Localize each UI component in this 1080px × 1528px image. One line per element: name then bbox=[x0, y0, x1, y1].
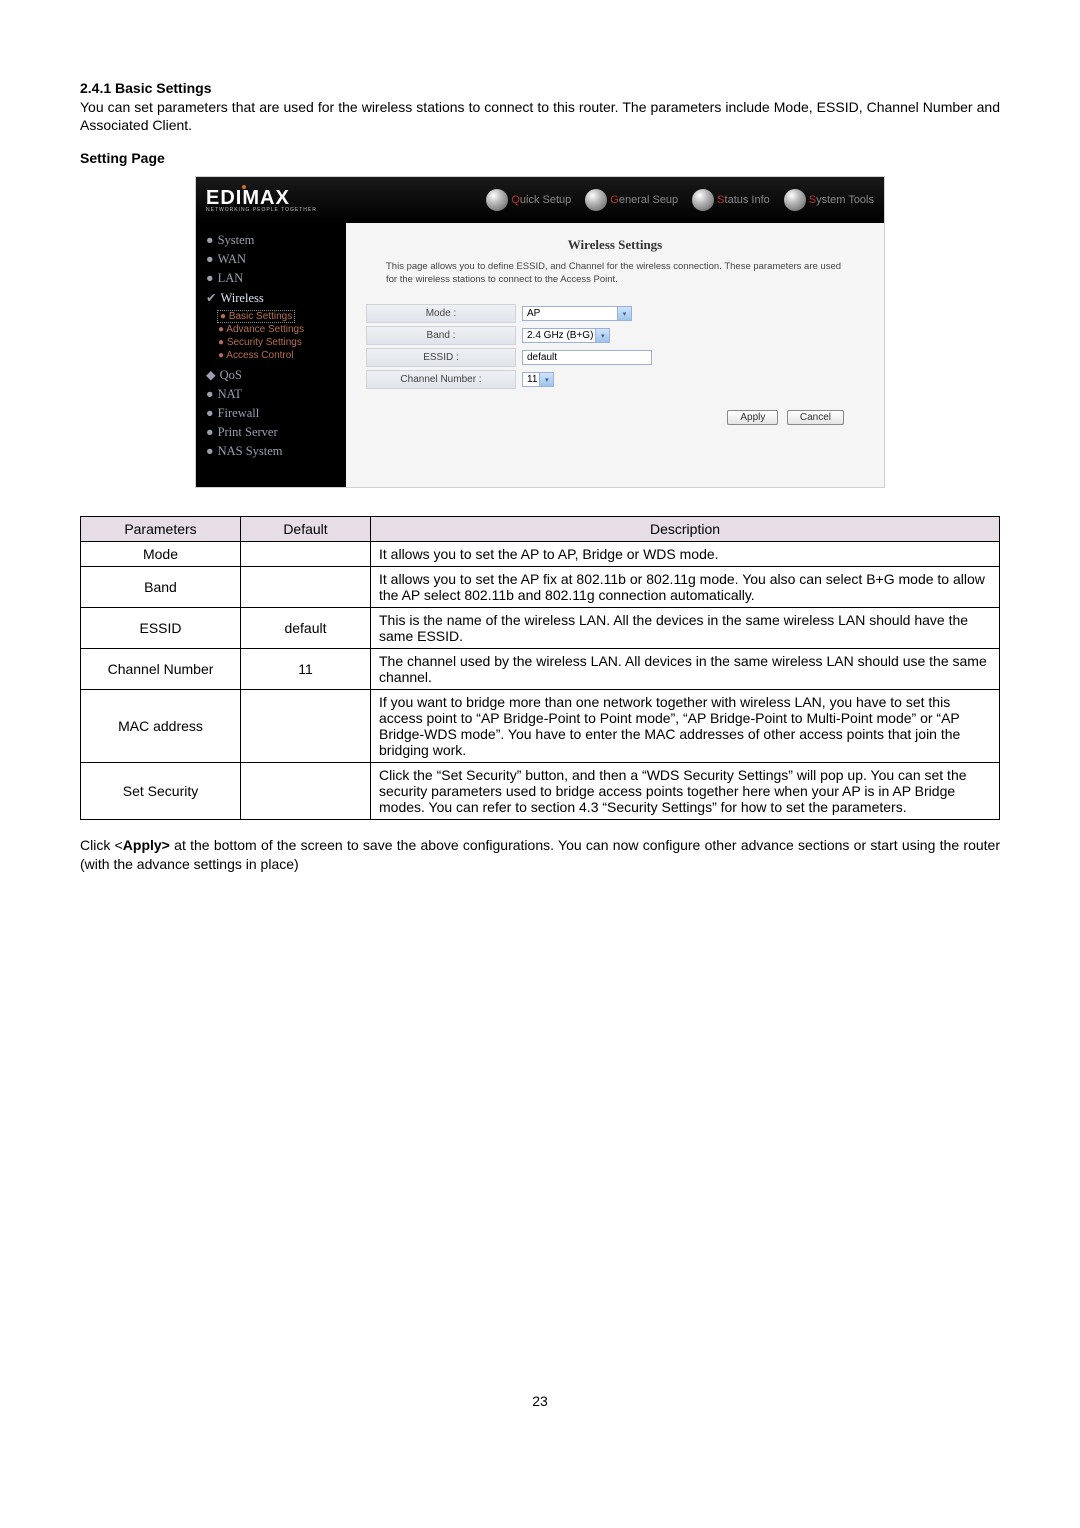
sidebar-item-wireless[interactable]: ✔Wireless bbox=[206, 290, 336, 306]
table-row: ESSIDdefaultThis is the name of the wire… bbox=[81, 608, 1000, 649]
panel-description: This page allows you to define ESSID, an… bbox=[386, 261, 844, 286]
sidebar-sub-security[interactable]: ● Security Settings bbox=[218, 337, 336, 348]
col-default: Default bbox=[241, 517, 371, 542]
channel-label: Channel Number : bbox=[366, 370, 516, 389]
globe-icon bbox=[692, 189, 714, 211]
parameters-table: Parameters Default Description ModeIt al… bbox=[80, 516, 1000, 820]
col-description: Description bbox=[371, 517, 1000, 542]
sidebar-item-nas[interactable]: ●NAS System bbox=[206, 444, 336, 459]
chevron-down-icon: ▾ bbox=[595, 329, 609, 342]
table-row: Set SecurityClick the “Set Security” but… bbox=[81, 763, 1000, 820]
mode-label: Mode : bbox=[366, 304, 516, 323]
panel-title: Wireless Settings bbox=[366, 237, 864, 253]
cancel-button[interactable]: Cancel bbox=[787, 410, 844, 425]
band-label: Band : bbox=[366, 326, 516, 345]
sidebar-item-print[interactable]: ●Print Server bbox=[206, 425, 336, 440]
chevron-down-icon: ▾ bbox=[617, 307, 631, 320]
chevron-down-icon: ▾ bbox=[539, 373, 553, 386]
table-row: BandIt allows you to set the AP fix at 8… bbox=[81, 567, 1000, 608]
sidebar-item-system[interactable]: ●System bbox=[206, 233, 336, 248]
setting-page-label: Setting Page bbox=[80, 150, 1000, 166]
table-row: MAC addressIf you want to bridge more th… bbox=[81, 690, 1000, 763]
essid-label: ESSID : bbox=[366, 348, 516, 367]
globe-icon bbox=[486, 189, 508, 211]
apply-button[interactable]: Apply bbox=[727, 410, 778, 425]
sidebar-item-nat[interactable]: ●NAT bbox=[206, 387, 336, 402]
logo: EDIMAX NETWORKING PEOPLE TOGETHER bbox=[206, 188, 317, 213]
sidebar: ●System ●WAN ●LAN ✔Wireless ● Basic Sett… bbox=[196, 223, 346, 487]
sidebar-sub-advance[interactable]: ● Advance Settings bbox=[218, 324, 336, 335]
header-nav: Quick Setup General Seup Status Info Sys… bbox=[486, 189, 874, 211]
screenshot-header: EDIMAX NETWORKING PEOPLE TOGETHER Quick … bbox=[196, 177, 884, 223]
logo-text: EDIMAX bbox=[206, 187, 290, 209]
col-parameters: Parameters bbox=[81, 517, 241, 542]
channel-select[interactable]: 11▾ bbox=[522, 372, 554, 387]
sidebar-item-qos[interactable]: ◆QoS bbox=[206, 367, 336, 383]
section-heading: 2.4.1 Basic Settings bbox=[80, 80, 1000, 96]
mode-select[interactable]: AP▾ bbox=[522, 306, 632, 321]
band-select[interactable]: 2.4 GHz (B+G)▾ bbox=[522, 328, 610, 343]
intro-text: You can set parameters that are used for… bbox=[80, 98, 1000, 134]
tab-system-tools[interactable]: System Tools bbox=[784, 189, 874, 211]
globe-icon bbox=[784, 189, 806, 211]
page-number: 23 bbox=[80, 1393, 1000, 1409]
sidebar-item-firewall[interactable]: ●Firewall bbox=[206, 406, 336, 421]
main-panel: Wireless Settings This page allows you t… bbox=[346, 223, 884, 487]
globe-icon bbox=[585, 189, 607, 211]
router-screenshot: EDIMAX NETWORKING PEOPLE TOGETHER Quick … bbox=[195, 176, 885, 488]
essid-input[interactable]: default bbox=[522, 350, 652, 365]
tab-general-setup[interactable]: General Seup bbox=[585, 189, 678, 211]
logo-tagline: NETWORKING PEOPLE TOGETHER bbox=[206, 208, 317, 213]
table-row: Channel Number11The channel used by the … bbox=[81, 649, 1000, 690]
tab-status-info[interactable]: Status Info bbox=[692, 189, 770, 211]
sidebar-sub-access[interactable]: ● Access Control bbox=[218, 350, 336, 361]
sidebar-item-wan[interactable]: ●WAN bbox=[206, 252, 336, 267]
tab-quick-setup[interactable]: Quick Setup bbox=[486, 189, 571, 211]
sidebar-sub-basic[interactable]: ● Basic Settings bbox=[218, 311, 294, 322]
footnote: Click <Apply> at the bottom of the scree… bbox=[80, 836, 1000, 872]
table-row: ModeIt allows you to set the AP to AP, B… bbox=[81, 542, 1000, 567]
sidebar-item-lan[interactable]: ●LAN bbox=[206, 271, 336, 286]
